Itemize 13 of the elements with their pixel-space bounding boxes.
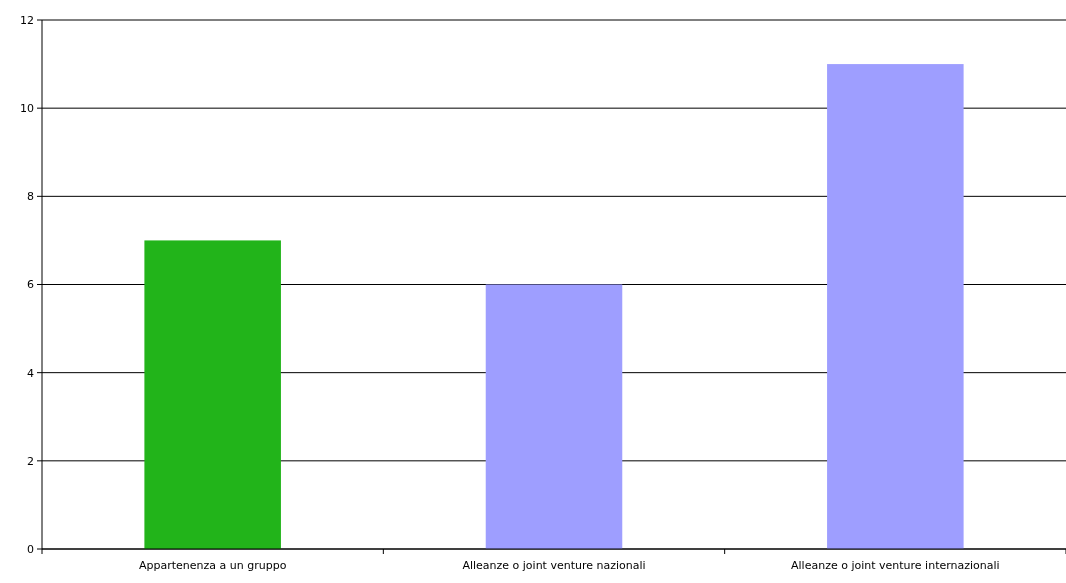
x-tick-label: Alleanze o joint venture internazionali: [791, 559, 1000, 572]
y-tick-label: 12: [20, 13, 34, 27]
x-tick-label: Alleanze o joint venture nazionali: [462, 559, 646, 572]
y-tick-label: 0: [27, 542, 34, 556]
bar: [485, 284, 623, 549]
bar: [144, 240, 281, 549]
y-tick-label: 2: [27, 454, 34, 468]
y-tick-label: 10: [20, 102, 34, 116]
x-tick-label: Appartenenza a un gruppo: [138, 559, 287, 572]
y-tick-label: 4: [27, 366, 34, 380]
bar: [827, 64, 964, 549]
y-tick-label: 6: [27, 278, 34, 292]
y-tick-label: 8: [27, 190, 34, 204]
